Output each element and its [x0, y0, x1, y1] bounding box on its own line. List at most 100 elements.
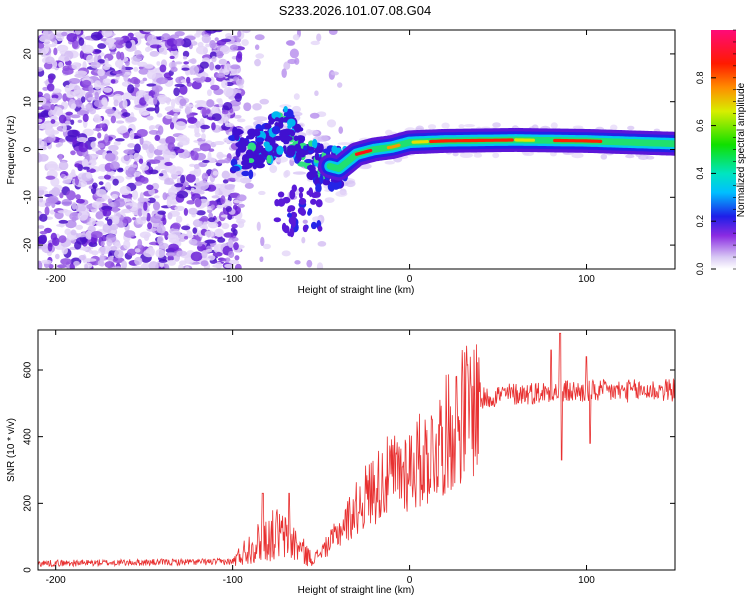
noise-blob: [174, 121, 187, 131]
noise-blob: [144, 63, 154, 69]
noise-blob: [170, 66, 178, 73]
noise-blob: [118, 198, 125, 202]
noise-blob: [252, 103, 262, 111]
ridge-blob: [271, 111, 281, 120]
noise-blob: [244, 182, 254, 189]
noise-blob: [192, 147, 202, 152]
noise-blob: [208, 217, 216, 223]
noise-blob: [122, 99, 128, 109]
noise-blob: [38, 112, 48, 118]
haze-blob: [384, 160, 396, 165]
noise-blob: [167, 212, 173, 220]
noise-blob: [75, 224, 84, 230]
noise-blob: [157, 125, 164, 135]
noise-blob: [223, 69, 230, 76]
noise-blob: [104, 152, 116, 162]
ridge-blob: [302, 224, 308, 233]
noise-blob: [48, 110, 53, 117]
noise-blob: [217, 237, 226, 243]
haze-blob: [600, 153, 608, 160]
noise-blob: [107, 198, 113, 204]
ridge-blob: [230, 158, 238, 167]
ridge-blob: [274, 117, 280, 122]
noise-blob: [146, 83, 157, 87]
noise-blob: [156, 94, 168, 102]
noise-blob: [190, 251, 203, 262]
noise-blob: [119, 185, 131, 196]
noise-blob: [138, 68, 149, 75]
noise-blob: [139, 80, 145, 84]
haze-blob: [441, 122, 450, 129]
noise-blob: [134, 143, 141, 154]
ridge-blob: [317, 225, 323, 232]
haze-blob: [427, 124, 437, 130]
ridge-blob: [295, 151, 300, 158]
ridge-blob: [283, 106, 288, 113]
ridge-blob: [322, 148, 331, 154]
noise-blob: [146, 115, 154, 121]
noise-blob: [55, 143, 61, 148]
noise-blob: [97, 43, 107, 49]
noise-blob: [207, 254, 216, 261]
noise-blob: [152, 210, 159, 214]
noise-blob: [181, 67, 190, 71]
noise-blob: [208, 212, 213, 219]
noise-blob: [106, 170, 116, 176]
ridge-blob: [241, 170, 250, 177]
noise-blob: [78, 254, 86, 261]
noise-blob: [81, 158, 89, 167]
noise-blob: [64, 228, 72, 235]
noise-blob: [237, 203, 245, 208]
noise-blob: [336, 82, 343, 88]
noise-blob: [156, 77, 169, 85]
snr-x-tick-label: 0: [407, 575, 413, 586]
noise-blob: [111, 194, 119, 199]
noise-blob: [152, 96, 158, 105]
noise-blob: [113, 249, 124, 259]
noise-blob: [155, 248, 166, 258]
haze-blob: [492, 152, 500, 159]
noise-blob: [294, 260, 301, 265]
noise-blob: [65, 219, 77, 229]
noise-blob: [221, 79, 228, 89]
noise-blob: [70, 119, 75, 125]
noise-blob: [68, 77, 81, 84]
ridge-blob: [263, 151, 269, 158]
noise-blob: [43, 137, 55, 143]
noise-blob: [189, 66, 194, 75]
noise-blob: [40, 259, 52, 264]
spectrogram-y-tick-label: -20: [23, 237, 34, 252]
haze-blob: [452, 151, 459, 157]
noise-blob: [82, 113, 89, 123]
ridge-core: [354, 148, 373, 156]
haze-blob: [473, 153, 483, 158]
noise-blob: [137, 208, 143, 217]
ridge-blob: [306, 164, 315, 171]
noise-blob: [104, 181, 112, 191]
ridge-blob: [298, 191, 304, 199]
noise-blob: [188, 238, 198, 245]
noise-blob: [187, 124, 199, 129]
noise-blob: [113, 114, 124, 119]
ridge-core: [553, 138, 603, 143]
noise-blob: [116, 126, 128, 134]
noise-blob: [152, 201, 161, 211]
haze-blob: [625, 154, 635, 159]
noise-blob: [91, 147, 99, 152]
noise-blob: [236, 118, 246, 123]
noise-blob: [77, 119, 83, 124]
noise-blob: [112, 257, 125, 264]
noise-blob: [90, 61, 101, 69]
haze-blob: [550, 122, 558, 129]
noise-blob: [70, 114, 81, 119]
noise-blob: [179, 84, 188, 95]
noise-blob: [112, 178, 119, 186]
noise-blob: [256, 221, 261, 231]
noise-blob: [149, 50, 159, 57]
noise-blob: [184, 106, 191, 115]
noise-blob: [156, 225, 166, 234]
snr-x-label: Height of straight line (km): [298, 585, 415, 596]
noise-blob: [210, 84, 220, 91]
noise-blob: [201, 249, 208, 259]
noise-blob: [88, 84, 94, 92]
